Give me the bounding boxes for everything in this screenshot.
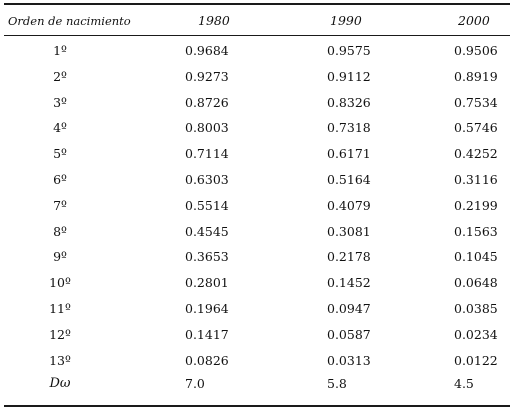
top-rule [4,3,510,5]
order-cell: 3º [53,94,67,110]
value-1990-cell: 0.0313 [327,352,371,368]
value-1990-cell: 0.9112 [327,68,371,84]
value-2000-cell: 0.1563 [454,223,498,239]
table-row: 2º 0.9273 0.9112 0.8919 [0,66,514,92]
value-2000-cell: 0.3116 [454,171,498,187]
header-col-2000: 2000 [458,13,490,28]
value-2000-cell: 0.7534 [454,94,498,110]
header-col-1980: 1980 [198,13,230,28]
header-col-1990: 1990 [330,13,362,28]
table-row: 11º 0.1964 0.0947 0.0385 [0,298,514,324]
order-cell: 11º [49,300,71,316]
value-1980-cell: 0.5514 [185,197,229,213]
value-2000-cell: 0.0234 [454,326,498,342]
order-cell: 4º [53,120,67,136]
order-cell: 13º [49,352,71,368]
table-row: 6º 0.6303 0.5164 0.3116 [0,169,514,195]
value-1980-cell: 0.6303 [185,171,229,187]
value-1980-cell: 0.8003 [185,120,229,136]
value-1990-cell: 0.5164 [327,171,371,187]
value-2000-cell: 0.0385 [454,300,498,316]
bottom-rule [4,405,510,407]
value-1990-cell: 0.7318 [327,120,371,136]
summary-1980-cell: 7.0 [185,376,205,391]
order-cell: 1º [53,43,67,58]
order-cell: 2º [53,68,67,84]
value-2000-cell: 0.0122 [454,352,498,368]
header-row-label: Orden de nacimiento [8,14,131,28]
value-1980-cell: 0.1964 [185,300,229,316]
order-cell: 6º [53,171,67,187]
summary-label: Dω [49,376,71,391]
value-1990-cell: 0.0587 [327,326,371,342]
order-cell: 12º [49,326,71,342]
value-1980-cell: 0.8726 [185,94,229,110]
table-row: 13º 0.0826 0.0313 0.0122 [0,350,514,376]
order-cell: 5º [53,146,67,162]
value-2000-cell: 0.5746 [454,120,498,136]
value-1990-cell: 0.6171 [327,146,371,162]
order-cell: 10º [49,275,71,291]
table-body: 1º 0.9684 0.9575 0.9506 2º 0.9273 0.9112… [0,40,514,375]
order-cell: 8º [53,223,67,239]
table-row: 8º 0.4545 0.3081 0.1563 [0,221,514,247]
value-1980-cell: 0.2801 [185,275,229,291]
table-row: 10º 0.2801 0.1452 0.0648 [0,272,514,298]
value-1990-cell: 0.1452 [327,275,371,291]
value-1980-cell: 0.7114 [185,146,229,162]
value-1980-cell: 0.0826 [185,352,229,368]
value-2000-cell: 0.0648 [454,275,498,291]
value-2000-cell: 0.8919 [454,68,498,84]
value-1980-cell: 0.3653 [185,249,229,265]
table-row: 5º 0.7114 0.6171 0.4252 [0,143,514,169]
value-1980-cell: 0.9684 [185,43,229,58]
table-row: 3º 0.8726 0.8326 0.7534 [0,92,514,118]
table-row: 12º 0.1417 0.0587 0.0234 [0,324,514,350]
order-cell: 7º [53,197,67,213]
header-rule [4,35,510,36]
value-1980-cell: 0.4545 [185,223,229,239]
summary-1990-cell: 5.8 [327,376,347,391]
value-1990-cell: 0.2178 [327,249,371,265]
value-2000-cell: 0.1045 [454,249,498,265]
value-2000-cell: 0.9506 [454,43,498,58]
value-2000-cell: 0.2199 [454,197,498,213]
summary-row: Dω 7.0 5.8 4.5 [0,373,514,397]
value-1990-cell: 0.4079 [327,197,371,213]
value-1990-cell: 0.9575 [327,43,371,58]
table-row: 9º 0.3653 0.2178 0.1045 [0,246,514,272]
summary-2000-cell: 4.5 [454,376,474,391]
value-1990-cell: 0.0947 [327,300,371,316]
table-row: 4º 0.8003 0.7318 0.5746 [0,117,514,143]
value-1990-cell: 0.8326 [327,94,371,110]
table-row: 1º 0.9684 0.9575 0.9506 [0,40,514,66]
value-1980-cell: 0.1417 [185,326,229,342]
order-cell: 9º [53,249,67,265]
value-1980-cell: 0.9273 [185,68,229,84]
value-2000-cell: 0.4252 [454,146,498,162]
value-1990-cell: 0.3081 [327,223,371,239]
table-row: 7º 0.5514 0.4079 0.2199 [0,195,514,221]
